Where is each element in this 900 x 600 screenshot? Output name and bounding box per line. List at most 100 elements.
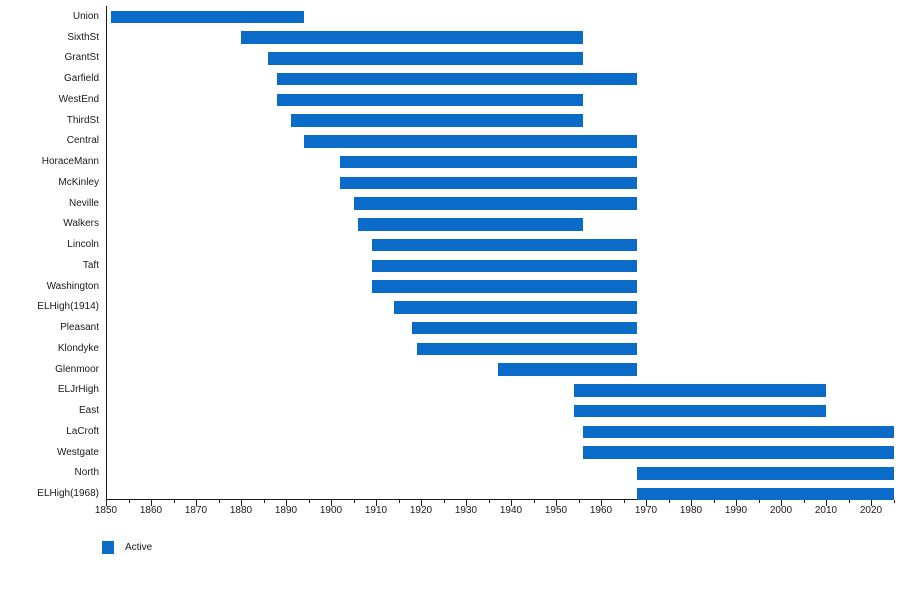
category-label-north: North <box>74 467 99 479</box>
x-major-tick-1930 <box>466 500 468 506</box>
bar-eljrhigh <box>574 384 826 397</box>
legend-label: Active <box>125 542 153 553</box>
x-tick-label-1850: 1850 <box>94 505 118 516</box>
y-axis-spine <box>105 6 107 500</box>
x-major-tick-1910 <box>376 500 378 506</box>
x-major-tick-1990 <box>736 500 738 506</box>
category-label-elhigh-1914: ELHigh(1914) <box>37 301 99 313</box>
x-minor-tick-2025 <box>893 500 895 504</box>
legend-swatch <box>102 541 114 554</box>
category-label-elhigh-1968: ELHigh(1968) <box>37 488 99 499</box>
x-minor-tick-1865 <box>173 500 175 504</box>
x-tick-label-1900: 1900 <box>319 505 343 516</box>
x-tick-label-1920: 1920 <box>409 505 433 516</box>
x-major-tick-2020 <box>871 500 873 506</box>
bar-elhigh-1914 <box>394 301 637 314</box>
category-label-horacemann: HoraceMann <box>41 156 99 168</box>
category-label-garfield: Garfield <box>63 73 99 85</box>
bar-lacroft <box>583 425 894 439</box>
category-label-eljrhigh: ELJrHigh <box>57 384 99 396</box>
x-minor-tick-1945 <box>533 500 535 504</box>
x-major-tick-1970 <box>646 500 648 506</box>
x-tick-label-1960: 1960 <box>589 505 613 516</box>
x-major-tick-2010 <box>826 500 828 506</box>
x-major-tick-1920 <box>421 500 423 506</box>
category-label-westend: WestEnd <box>58 93 99 105</box>
x-tick-label-1940: 1940 <box>499 505 523 516</box>
x-minor-tick-2015 <box>848 500 850 504</box>
bar-mckinley <box>340 176 637 190</box>
category-label-glenmoor: Glenmoor <box>55 363 99 375</box>
x-tick-label-1910: 1910 <box>364 505 388 516</box>
category-label-taft: Taft <box>82 259 99 271</box>
x-major-tick-1870 <box>196 500 198 506</box>
x-tick-label-1890: 1890 <box>274 505 298 516</box>
category-label-klondyke: Klondyke <box>57 342 99 354</box>
bar-east <box>574 404 826 418</box>
category-label-neville: Neville <box>68 197 99 209</box>
x-minor-tick-1925 <box>443 500 445 504</box>
x-major-tick-1950 <box>556 500 558 506</box>
x-tick-label-1990: 1990 <box>724 505 748 516</box>
bar-garfield <box>277 72 637 86</box>
x-tick-label-2000: 2000 <box>769 505 793 516</box>
x-minor-tick-1915 <box>398 500 400 504</box>
bar-lincoln <box>371 238 637 252</box>
x-minor-tick-1885 <box>263 500 265 504</box>
category-label-grantst: GrantSt <box>64 52 99 64</box>
category-label-lacroft: LaCroft <box>66 425 99 437</box>
x-tick-label-1980: 1980 <box>679 505 703 516</box>
bar-pleasant <box>412 321 637 335</box>
x-tick-label-2020: 2020 <box>859 505 883 516</box>
x-major-tick-1880 <box>241 500 243 506</box>
bar-north <box>637 467 894 480</box>
x-major-tick-1860 <box>151 500 153 506</box>
x-major-tick-1900 <box>331 500 333 506</box>
bar-horacemann <box>340 155 637 169</box>
category-label-washington: Washington <box>46 280 99 292</box>
bar-sixthst <box>241 31 583 44</box>
x-minor-tick-1895 <box>308 500 310 504</box>
x-minor-tick-2005 <box>803 500 805 504</box>
category-label-walkers: Walkers <box>63 218 99 230</box>
x-major-tick-1980 <box>691 500 693 506</box>
bar-taft <box>371 259 637 273</box>
bar-klondyke <box>416 342 637 356</box>
category-label-pleasant: Pleasant <box>60 322 99 334</box>
x-major-tick-2000 <box>781 500 783 506</box>
x-tick-label-1870: 1870 <box>184 505 208 516</box>
bar-glenmoor <box>497 363 637 376</box>
x-tick-label-2010: 2010 <box>814 505 838 516</box>
category-label-central: Central <box>66 135 99 147</box>
x-minor-tick-1965 <box>623 500 625 504</box>
category-label-thirdst: ThirdSt <box>66 114 99 126</box>
x-tick-label-1860: 1860 <box>139 505 163 516</box>
x-minor-tick-1935 <box>488 500 490 504</box>
x-minor-tick-1955 <box>578 500 580 504</box>
x-axis-spine <box>105 498 894 500</box>
bar-elhigh-1968 <box>637 487 894 501</box>
x-minor-tick-1995 <box>758 500 760 504</box>
bar-union <box>110 10 304 24</box>
x-minor-tick-1985 <box>713 500 715 504</box>
x-major-tick-1890 <box>286 500 288 506</box>
bar-washington <box>371 280 637 293</box>
x-tick-label-1880: 1880 <box>229 505 253 516</box>
x-tick-label-1950: 1950 <box>544 505 568 516</box>
x-minor-tick-1875 <box>218 500 220 504</box>
category-label-westgate: Westgate <box>56 446 99 458</box>
category-label-mckinley: McKinley <box>58 176 99 188</box>
x-major-tick-1850 <box>106 500 108 506</box>
x-major-tick-1960 <box>601 500 603 506</box>
category-label-union: Union <box>72 11 99 22</box>
x-tick-label-1930: 1930 <box>454 505 478 516</box>
category-label-sixthst: SixthSt <box>67 31 99 43</box>
bar-walkers <box>358 218 583 231</box>
category-label-east: East <box>78 405 99 417</box>
bar-westend <box>277 93 583 107</box>
x-minor-tick-1905 <box>353 500 355 504</box>
x-major-tick-1940 <box>511 500 513 506</box>
category-label-lincoln: Lincoln <box>67 239 99 251</box>
